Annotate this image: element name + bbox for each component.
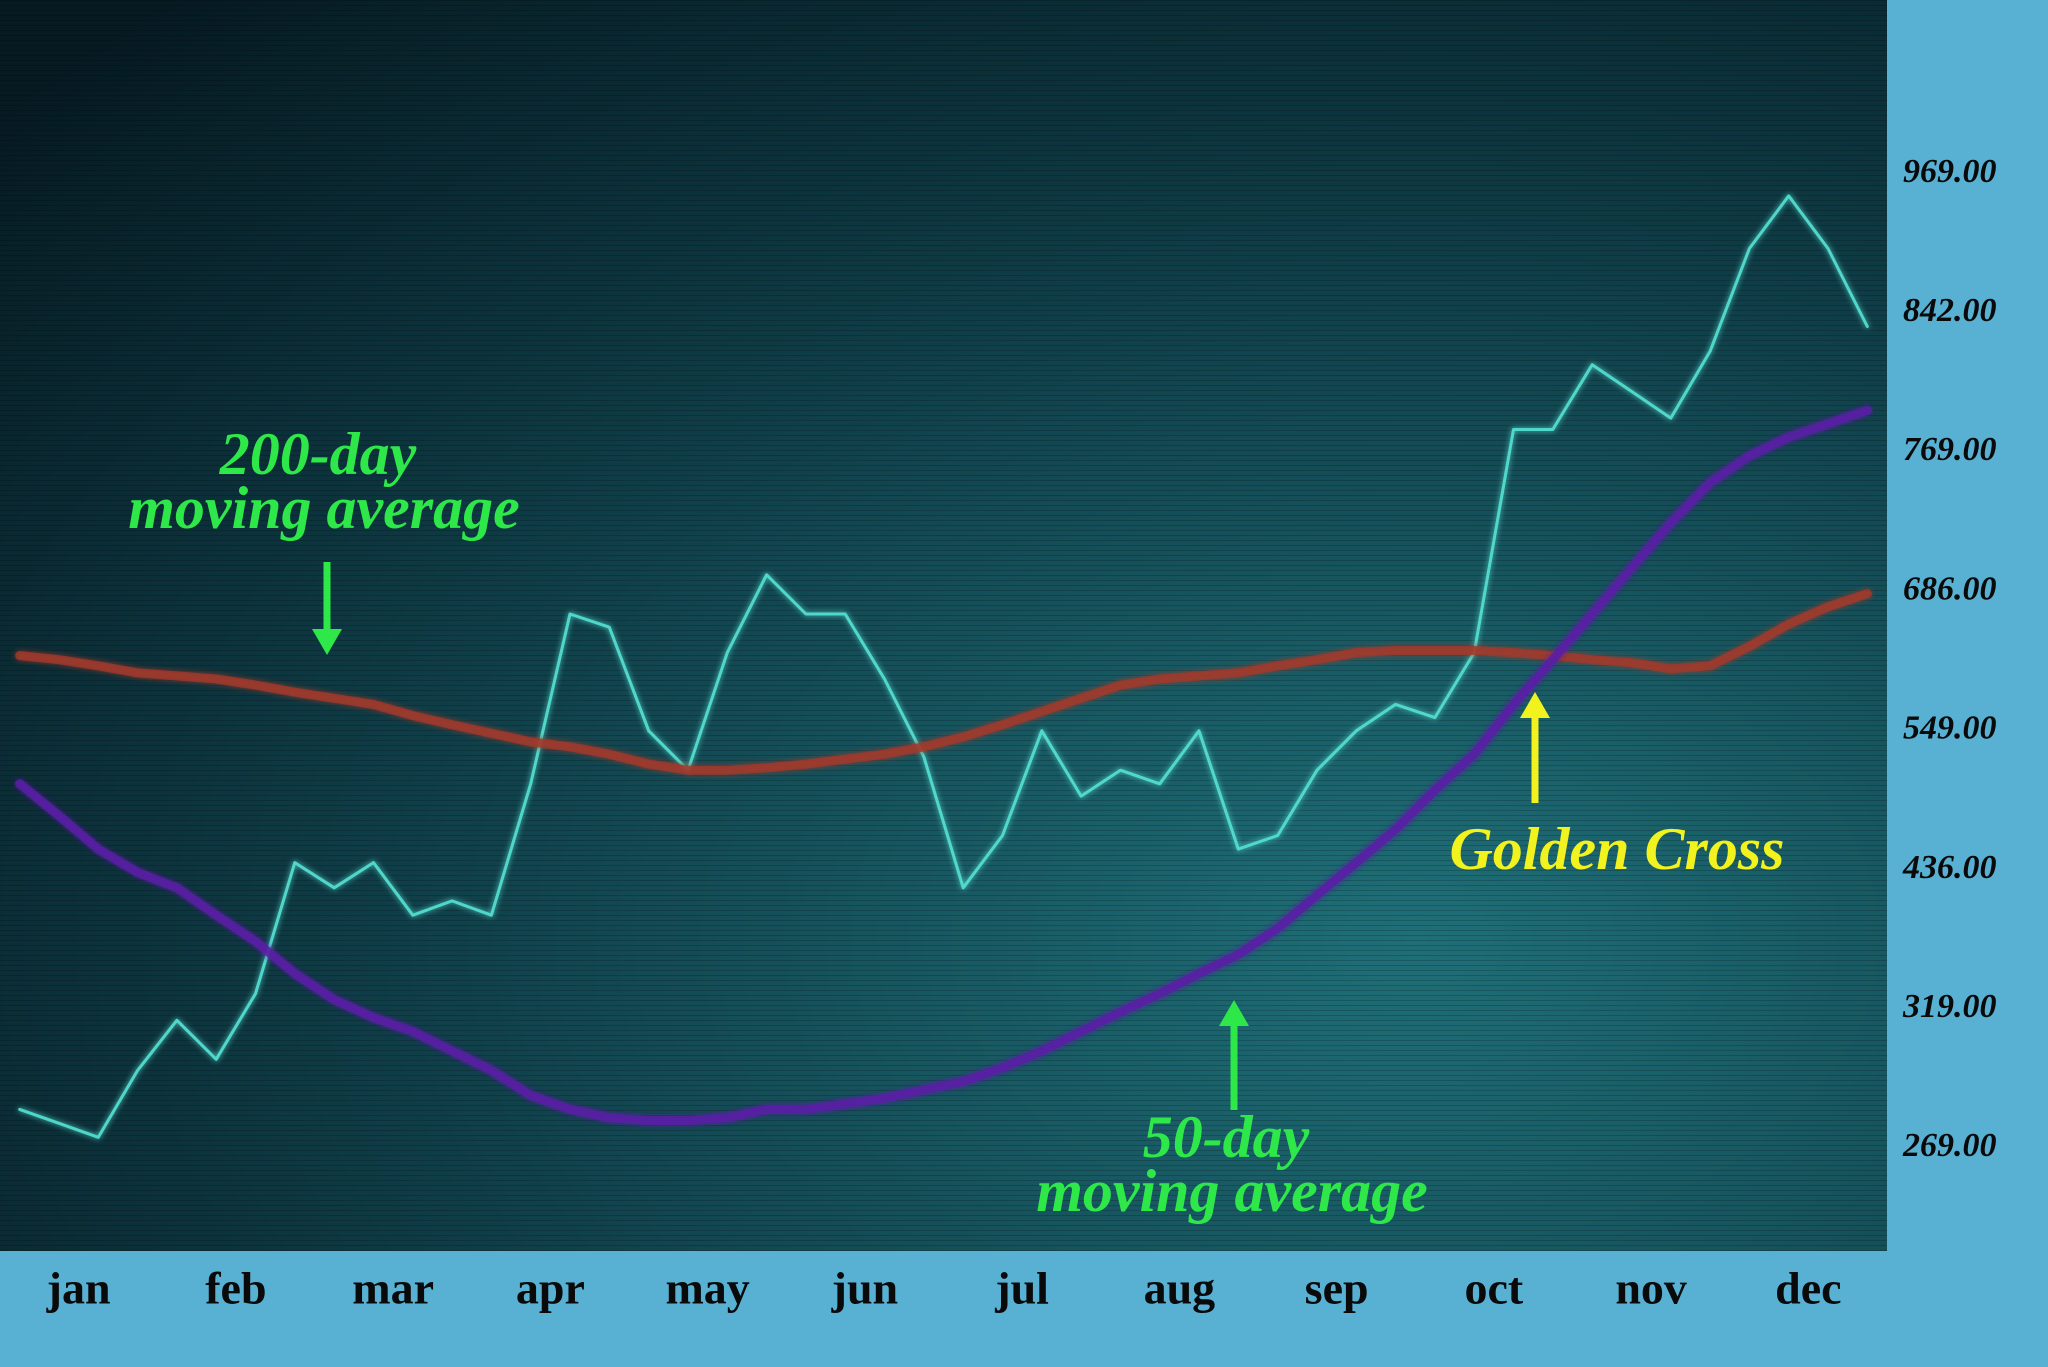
annotation: moving average: [128, 475, 520, 541]
y-tick-label: 842.00: [1903, 292, 1997, 329]
annotation-arrowhead: [1520, 692, 1550, 718]
y-tick-label: 269.00: [1902, 1127, 1997, 1164]
x-tick-label: feb: [205, 1263, 266, 1314]
annotation: 200-day: [219, 421, 417, 487]
series-line: [15, 405, 1872, 1126]
x-tick-label: apr: [516, 1263, 585, 1314]
y-tick-label: 686.00: [1903, 570, 1997, 607]
y-tick-label: 319.00: [1902, 988, 1997, 1025]
x-tick-label: dec: [1775, 1263, 1841, 1314]
x-tick-label: nov: [1615, 1263, 1687, 1314]
annotation: 50-day: [1143, 1104, 1310, 1170]
x-tick-label: jul: [994, 1263, 1049, 1314]
annotation-arrowhead: [1219, 1000, 1249, 1026]
annotation: Golden Cross: [1449, 816, 1784, 882]
screen-texture: [0, 0, 1887, 1251]
x-tick-label: aug: [1144, 1263, 1216, 1314]
x-tick-label: oct: [1465, 1263, 1524, 1314]
x-tick-label: mar: [352, 1263, 434, 1314]
x-tick-label: jan: [46, 1263, 111, 1314]
annotation-arrowhead: [312, 629, 342, 655]
series-line: [18, 194, 1869, 1139]
y-tick-label: 969.00: [1903, 153, 1997, 190]
y-tick-label: 549.00: [1903, 710, 1997, 747]
annotation: moving average: [1036, 1158, 1428, 1224]
x-tick-label: may: [665, 1263, 749, 1314]
x-tick-label: jun: [831, 1263, 898, 1314]
y-tick-label: 436.00: [1902, 849, 1997, 886]
x-tick-label: sep: [1305, 1263, 1369, 1314]
y-tick-label: 769.00: [1903, 431, 1997, 468]
